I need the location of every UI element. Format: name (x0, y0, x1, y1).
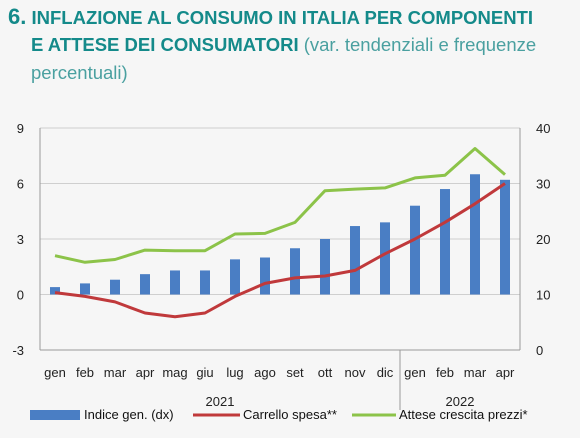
left-tick-label: 9 (17, 121, 24, 136)
legend-label-attese: Attese crescita prezzi* (399, 407, 528, 422)
right-tick-label: 0 (536, 343, 543, 358)
legend-swatch-bar (30, 410, 80, 420)
bar (230, 259, 240, 295)
bar (410, 205, 420, 295)
bar (170, 270, 180, 295)
bar (350, 226, 360, 295)
month-tick-label: apr (496, 365, 515, 380)
right-tick-label: 20 (536, 232, 550, 247)
right-tick-label: 40 (536, 121, 550, 136)
bar (440, 189, 450, 295)
bar (290, 248, 300, 295)
year-label: 2021 (206, 394, 235, 409)
year-label: 2022 (446, 394, 475, 409)
month-tick-label: mag (162, 365, 187, 380)
month-tick-label: lug (226, 365, 243, 380)
title-subtitle: (var. tendenziali e frequenze (303, 34, 537, 55)
title-subtitle-cont: percentuali) (31, 62, 128, 83)
bar (320, 239, 330, 295)
month-tick-label: mar (464, 365, 487, 380)
bar (80, 283, 90, 295)
left-tick-label: 0 (17, 288, 24, 303)
legend-label-carrello: Carrello spesa** (243, 407, 337, 422)
left-tick-label: 3 (17, 232, 24, 247)
bar (50, 287, 60, 295)
month-tick-label: giu (196, 365, 213, 380)
legend-label-bar: Indice gen. (dx) (84, 407, 174, 422)
month-tick-label: nov (345, 365, 366, 380)
month-tick-label: apr (136, 365, 155, 380)
right-tick-label: 10 (536, 288, 550, 303)
bar (500, 179, 510, 295)
right-tick-label: 30 (536, 177, 550, 192)
bar (380, 222, 390, 295)
bar (200, 270, 210, 295)
month-tick-label: gen (44, 365, 66, 380)
attese-line (54, 147, 506, 264)
month-tick-label: feb (76, 365, 94, 380)
title-line-2: E ATTESE DEI CONSUMATORI (31, 34, 299, 55)
month-tick-label: gen (404, 365, 426, 380)
title-line-1: INFLAZIONE AL CONSUMO IN ITALIA PER COMP… (31, 7, 534, 28)
bar (140, 274, 150, 295)
month-tick-label: feb (436, 365, 454, 380)
month-tick-label: ago (254, 365, 276, 380)
month-tick-label: mar (104, 365, 127, 380)
left-tick-label: -3 (12, 343, 24, 358)
month-tick-label: ott (318, 365, 333, 380)
bar (110, 279, 120, 295)
month-tick-label: set (286, 365, 304, 380)
bar (470, 174, 480, 295)
month-tick-label: dic (377, 365, 394, 380)
carrello-line (54, 182, 506, 319)
left-tick-label: 6 (17, 177, 24, 192)
figure-number: 6. (8, 4, 27, 29)
bar (260, 257, 270, 295)
